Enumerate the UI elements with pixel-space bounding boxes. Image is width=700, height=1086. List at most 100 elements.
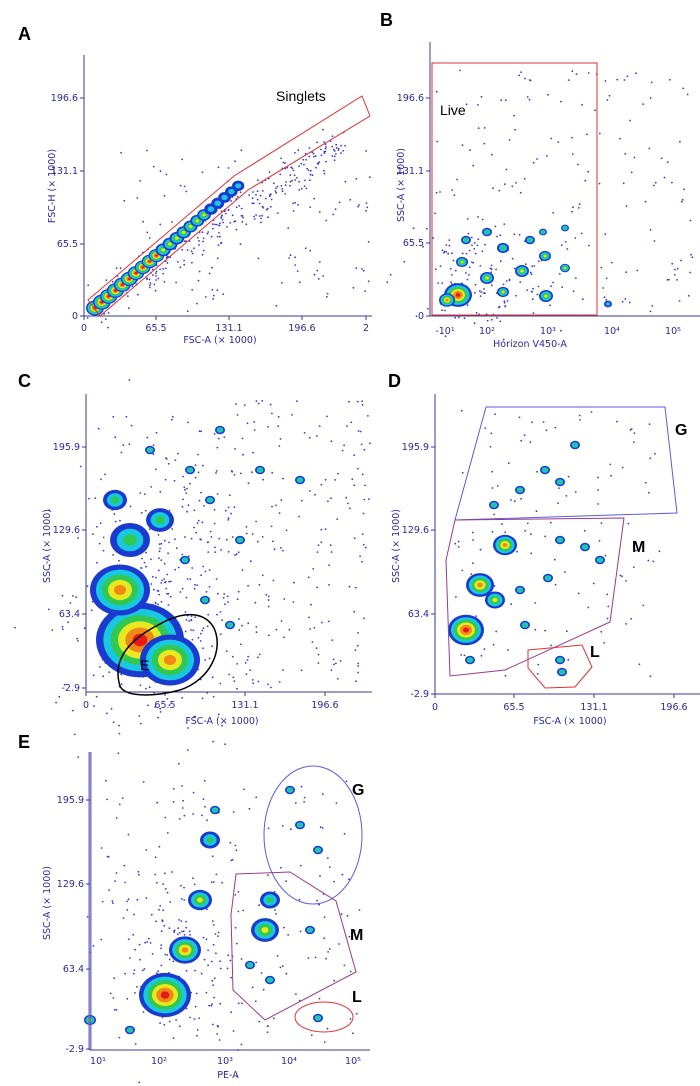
event-dot	[323, 150, 326, 153]
event-dot	[484, 427, 487, 429]
event-dot	[480, 291, 483, 293]
event-dot	[552, 281, 554, 284]
event-dot	[348, 585, 351, 588]
event-dot	[200, 972, 203, 975]
panel-d-xticks: 0 65.5 131.1 196.6	[432, 694, 688, 713]
event-dot	[205, 991, 208, 994]
event-dot	[607, 605, 610, 608]
density-cluster	[111, 496, 119, 504]
event-dot	[120, 683, 123, 686]
event-dot	[285, 181, 287, 183]
event-dot	[106, 712, 108, 715]
event-dot	[190, 537, 193, 540]
tick-label: -2.9	[61, 683, 80, 694]
event-dot	[481, 250, 484, 253]
event-dot	[195, 531, 198, 534]
density-cluster	[148, 448, 152, 452]
event-dot	[172, 801, 175, 803]
event-dot	[107, 326, 109, 329]
event-dot	[236, 1075, 239, 1078]
event-dot	[261, 205, 264, 208]
event-dot	[176, 547, 178, 550]
density-cluster	[541, 230, 545, 234]
event-dot	[249, 669, 252, 671]
density-cluster	[228, 623, 232, 627]
event-dot	[587, 606, 590, 609]
event-dot	[554, 426, 557, 429]
event-dot	[316, 586, 319, 589]
event-dot	[477, 127, 480, 129]
event-dot	[210, 536, 213, 538]
event-dot	[491, 487, 494, 489]
event-dot	[230, 859, 233, 862]
event-dot	[531, 265, 533, 268]
event-dot	[346, 914, 349, 917]
event-dot	[466, 278, 469, 281]
event-dot	[269, 403, 272, 406]
event-dot	[194, 583, 196, 586]
event-dot	[461, 252, 464, 255]
event-dot	[185, 596, 188, 599]
event-dot	[505, 168, 508, 171]
event-dot	[355, 1012, 358, 1015]
event-dot	[202, 249, 205, 252]
event-dot	[346, 425, 348, 427]
gate-l	[294, 1001, 354, 1033]
event-dot	[344, 180, 347, 183]
density-cluster	[127, 277, 131, 281]
event-dot	[127, 898, 130, 901]
event-dot	[557, 487, 560, 489]
gate-label-singlets: Singlets	[276, 88, 326, 104]
event-dot	[271, 471, 274, 474]
event-dot	[242, 453, 244, 456]
event-dot	[183, 886, 185, 889]
event-dot	[473, 242, 476, 244]
event-dot	[174, 459, 177, 461]
event-dot	[457, 546, 460, 548]
event-dot	[450, 274, 453, 276]
density-cluster	[214, 200, 222, 207]
event-dot	[233, 506, 236, 508]
event-dot	[271, 412, 273, 415]
event-dot	[255, 400, 258, 402]
event-dot	[87, 284, 90, 287]
panel-a-xlabel: FSC-A (× 1000)	[183, 335, 256, 346]
event-dot	[181, 696, 184, 699]
panel-c: C -2.9 63.4 129.6 195.9 0 65.5 131.1 196…	[14, 371, 372, 765]
event-dot	[149, 941, 152, 944]
event-dot	[453, 194, 456, 197]
event-dot	[227, 954, 230, 957]
event-dot	[143, 968, 146, 970]
event-dot	[435, 191, 438, 194]
event-dot	[557, 502, 559, 504]
event-dot	[212, 984, 215, 986]
event-dot	[117, 752, 120, 755]
event-dot	[204, 659, 207, 661]
event-dot	[603, 296, 606, 299]
event-dot	[133, 969, 136, 971]
event-dot	[480, 654, 483, 657]
event-dot	[323, 152, 326, 155]
tick-label: 10⁵	[665, 326, 681, 337]
event-dot	[587, 72, 590, 74]
event-dot	[316, 269, 319, 272]
event-dot	[550, 644, 552, 647]
event-dot	[308, 155, 311, 158]
event-dot	[208, 657, 211, 660]
panel-a-ylabel: FSC-H (× 1000)	[47, 149, 58, 223]
event-dot	[344, 144, 346, 147]
event-dot	[162, 272, 165, 275]
event-dot	[166, 954, 169, 956]
event-dot	[331, 145, 334, 148]
event-dot	[187, 727, 189, 729]
event-dot	[90, 609, 93, 612]
event-dot	[268, 171, 271, 174]
event-dot	[262, 988, 265, 991]
event-dot	[327, 620, 330, 623]
event-dot	[273, 548, 276, 551]
event-dot	[279, 966, 282, 969]
event-dot	[316, 899, 319, 902]
event-dot	[523, 177, 526, 180]
density-cluster	[583, 545, 587, 549]
event-dot	[221, 619, 224, 622]
